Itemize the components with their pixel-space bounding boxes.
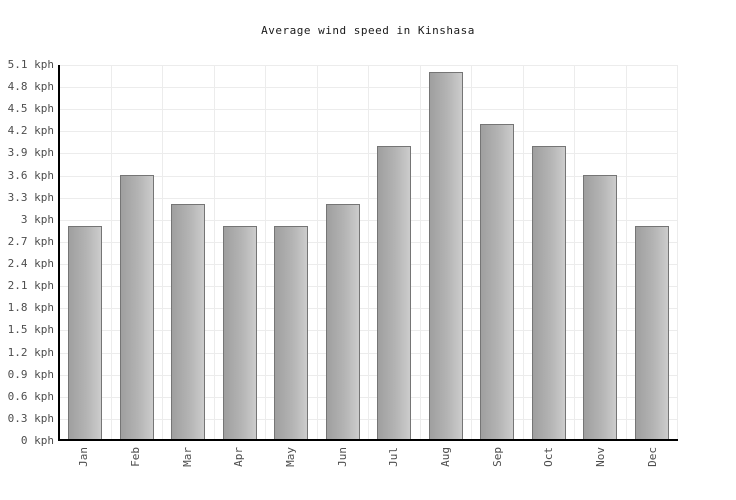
x-axis-month-labels: Jan Feb Mar Apr May Jun Jul Aug Sep Oct Nov Dec — [58, 447, 678, 495]
x-label-cell: Sep — [471, 447, 523, 495]
month-column — [627, 65, 678, 439]
x-axis-month-label: Feb — [129, 447, 142, 467]
month-column — [318, 65, 369, 439]
y-axis-tick-label: 1.8 kph — [7, 301, 54, 314]
y-axis-tick-label: 2.7 kph — [7, 235, 54, 248]
y-axis-tick-label: 2.4 kph — [7, 257, 54, 270]
gridline-horizontal — [60, 264, 678, 265]
month-column — [60, 65, 112, 439]
y-axis-tick-label: 1.2 kph — [7, 346, 54, 359]
bar-aug — [428, 72, 463, 439]
gridline-horizontal — [60, 176, 678, 177]
y-axis-tick-label: 1.5 kph — [7, 323, 54, 336]
month-column — [215, 65, 266, 439]
x-axis-month-label: Jul — [387, 447, 401, 467]
bar-sep — [480, 123, 515, 439]
month-column — [266, 65, 318, 439]
gridline-horizontal — [60, 419, 678, 420]
bar-columns — [60, 65, 678, 439]
x-axis-month-label: May — [284, 447, 298, 467]
y-axis-tick-label: 0.3 kph — [7, 412, 54, 425]
month-column — [163, 65, 215, 439]
x-label-cell: Jan — [58, 447, 110, 495]
gridline-horizontal — [60, 330, 678, 331]
x-axis-month-label: Apr — [232, 447, 246, 467]
y-axis-tick-label: 3.6 kph — [7, 169, 54, 182]
x-axis-month-label: Nov — [594, 447, 608, 467]
x-label-cell: Jun — [316, 447, 368, 495]
month-column — [369, 65, 421, 439]
bar-apr — [222, 226, 257, 439]
bar-may — [274, 226, 309, 439]
x-axis-month-label: Aug — [439, 447, 453, 467]
chart-title: Average wind speed in Kinshasa — [261, 24, 475, 37]
gridline-horizontal — [60, 87, 678, 88]
y-axis-tick-label: 3.3 kph — [7, 191, 54, 204]
bar-jan — [68, 226, 103, 439]
bar-dec — [634, 226, 669, 439]
gridline-horizontal — [60, 198, 678, 199]
y-axis-tick-label: 3 kph — [20, 213, 54, 226]
bar-jul — [377, 145, 412, 439]
month-column — [421, 65, 472, 439]
gridline-horizontal — [60, 286, 678, 287]
y-axis-tick-label: 4.5 kph — [7, 102, 54, 115]
x-label-cell: Aug — [420, 447, 472, 495]
x-axis-month-label: Sep — [490, 447, 504, 467]
x-label-cell: Jul — [368, 447, 420, 495]
gridline-horizontal — [60, 131, 678, 132]
x-axis-month-label: Jun — [335, 447, 349, 467]
bar-feb — [119, 175, 154, 439]
y-axis-tick-label: 0.9 kph — [7, 368, 54, 381]
x-axis-month-label: Mar — [180, 447, 194, 467]
x-axis-month-label: Jan — [77, 447, 91, 467]
x-label-cell: May — [265, 447, 317, 495]
y-axis-tick-label: 4.8 kph — [7, 80, 54, 93]
gridline-horizontal — [60, 153, 678, 154]
y-axis-tick-label: 2.1 kph — [7, 279, 54, 292]
gridline-horizontal — [60, 375, 678, 376]
gridline-horizontal — [60, 397, 678, 398]
bar-jun — [325, 204, 360, 439]
y-axis-tick-label: 0 kph — [20, 434, 54, 447]
plot-area — [58, 65, 678, 441]
month-column — [575, 65, 627, 439]
x-label-cell: Mar — [161, 447, 213, 495]
y-axis-tick-label: 0.6 kph — [7, 390, 54, 403]
gridline-horizontal — [60, 109, 678, 110]
month-column — [112, 65, 163, 439]
gridline-horizontal — [60, 308, 678, 309]
month-column — [472, 65, 524, 439]
x-axis-month-label: Dec — [645, 447, 659, 467]
bar-oct — [531, 145, 566, 439]
gridline-horizontal — [60, 242, 678, 243]
bar-mar — [171, 204, 206, 439]
x-label-cell: Nov — [575, 447, 627, 495]
y-axis-tick-labels: 5.1 kph 4.8 kph 4.5 kph 4.2 kph 3.9 kph 3.6 k… — [0, 58, 54, 447]
x-label-cell: Feb — [110, 447, 162, 495]
gridline-horizontal — [60, 220, 678, 221]
x-label-cell: Apr — [213, 447, 265, 495]
bar-nov — [583, 175, 618, 439]
y-axis-tick-label: 5.1 kph — [7, 58, 54, 71]
y-axis-tick-label: 4.2 kph — [7, 124, 54, 137]
x-label-cell: Dec — [626, 447, 678, 495]
x-label-cell: Oct — [523, 447, 575, 495]
month-column — [524, 65, 575, 439]
y-axis-tick-label: 3.9 kph — [7, 146, 54, 159]
gridline-horizontal — [60, 353, 678, 354]
x-axis-month-label: Oct — [542, 447, 556, 467]
gridline-horizontal — [60, 65, 678, 66]
